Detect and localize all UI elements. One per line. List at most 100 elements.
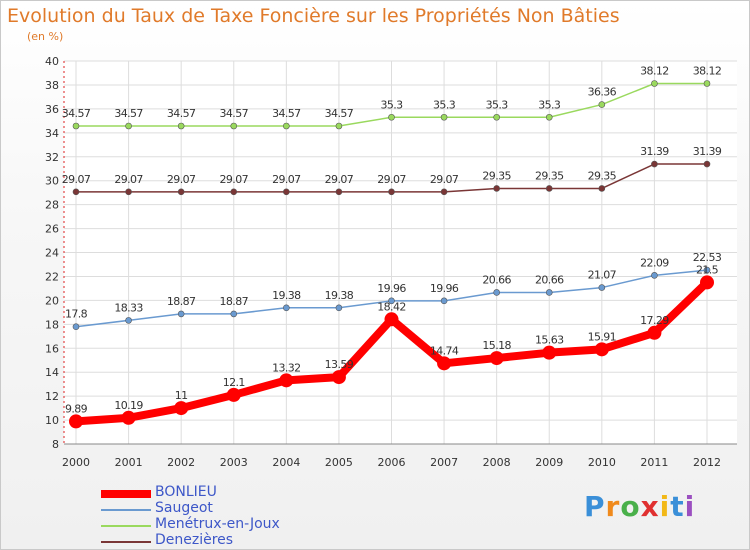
y-tick-label: 22: [45, 270, 59, 283]
data-point: [388, 188, 395, 196]
data-point: [651, 80, 658, 87]
data-label: 34.57: [167, 107, 196, 120]
y-tick-label: 36: [45, 103, 59, 116]
legend-swatch: [101, 509, 151, 511]
data-point: [69, 414, 83, 429]
y-tick-label: 14: [45, 366, 59, 379]
data-label: 38.12: [640, 65, 669, 78]
data-point: [283, 122, 290, 130]
y-tick-label: 8: [52, 438, 59, 451]
data-point: [440, 188, 448, 196]
data-label: 18.87: [220, 295, 249, 308]
data-label: 35.3: [380, 98, 403, 111]
data-point: [177, 188, 185, 196]
data-label: 34.57: [62, 107, 91, 120]
data-point: [388, 113, 395, 121]
data-point: [437, 356, 452, 371]
x-tick-label: 2004: [272, 456, 300, 469]
data-point: [72, 188, 80, 196]
x-tick-label: 2001: [115, 456, 143, 469]
data-point: [174, 401, 189, 416]
y-tick-label: 38: [45, 79, 59, 92]
data-label: 20.66: [482, 273, 511, 286]
data-label: 34.57: [220, 107, 249, 120]
data-label: 29.07: [62, 173, 91, 186]
data-point: [335, 122, 343, 130]
data-label: 15.18: [482, 339, 511, 352]
y-tick-label: 28: [45, 199, 59, 212]
data-label: 31.39: [693, 145, 722, 158]
data-point: [493, 185, 500, 192]
data-point: [542, 345, 557, 360]
data-label: 13.32: [272, 361, 301, 374]
data-label: 36.36: [588, 86, 617, 99]
legend-label: BONLIEU: [155, 484, 217, 500]
x-tick-label: 2011: [640, 456, 668, 469]
data-point: [647, 325, 662, 340]
chart-title: Evolution du Taux de Taxe Foncière sur l…: [7, 5, 620, 27]
data-label: 29.07: [114, 173, 143, 186]
data-label: 20.66: [535, 273, 564, 286]
data-point: [388, 297, 395, 305]
y-tick-label: 26: [45, 223, 59, 236]
data-label: 13.59: [325, 358, 354, 371]
data-point: [72, 323, 80, 331]
data-point: [594, 342, 609, 357]
data-label: 29.07: [325, 173, 354, 186]
data-point: [335, 188, 343, 196]
data-label: 17.29: [640, 314, 669, 327]
legend-label: Saugeot: [155, 500, 213, 516]
data-point: [651, 272, 658, 279]
data-label: 17.8: [65, 308, 88, 321]
data-point: [384, 312, 399, 327]
data-label: 9.89: [65, 402, 88, 415]
data-point: [125, 317, 132, 324]
x-tick-label: 2008: [483, 456, 511, 469]
data-label: 15.63: [535, 334, 564, 347]
data-point: [230, 310, 238, 318]
data-point: [72, 122, 80, 130]
y-tick-label: 12: [45, 390, 59, 403]
data-point: [331, 370, 346, 385]
data-label: 38.12: [693, 65, 722, 78]
y-tick-label: 10: [45, 414, 59, 427]
data-label: 35.3: [486, 98, 509, 111]
x-tick-label: 2003: [220, 456, 248, 469]
y-tick-label: 32: [45, 151, 59, 164]
data-point: [545, 185, 553, 192]
data-label: 21.5: [696, 263, 719, 276]
data-point: [177, 310, 185, 318]
data-label: 22.09: [640, 256, 669, 269]
data-point: [283, 188, 290, 196]
data-point: [177, 122, 185, 130]
unit-label: (en %): [27, 30, 64, 43]
data-label: 29.07: [220, 173, 249, 186]
data-label: 35.3: [538, 98, 561, 111]
data-point: [545, 113, 553, 121]
data-point: [125, 122, 132, 130]
data-point: [226, 387, 241, 402]
data-label: 22.53: [693, 251, 722, 264]
data-point: [598, 185, 606, 192]
legend-swatch: [101, 525, 151, 527]
data-point: [703, 80, 711, 87]
data-point: [489, 351, 504, 366]
data-label: 35.3: [433, 98, 456, 111]
legend-swatch: [101, 490, 151, 498]
x-tick-label: 2012: [693, 456, 721, 469]
data-label: 15.91: [588, 330, 617, 343]
data-label: 29.35: [482, 169, 511, 182]
x-tick-label: 2007: [430, 456, 458, 469]
y-tick-label: 24: [45, 247, 59, 260]
data-label: 19.96: [430, 282, 459, 295]
x-tick-label: 2006: [378, 456, 406, 469]
data-label: 34.57: [325, 107, 354, 120]
data-point: [440, 297, 448, 305]
data-label: 29.35: [588, 169, 617, 182]
data-point: [230, 122, 238, 130]
data-point: [598, 284, 606, 291]
data-point: [230, 188, 238, 196]
x-tick-label: 2005: [325, 456, 353, 469]
